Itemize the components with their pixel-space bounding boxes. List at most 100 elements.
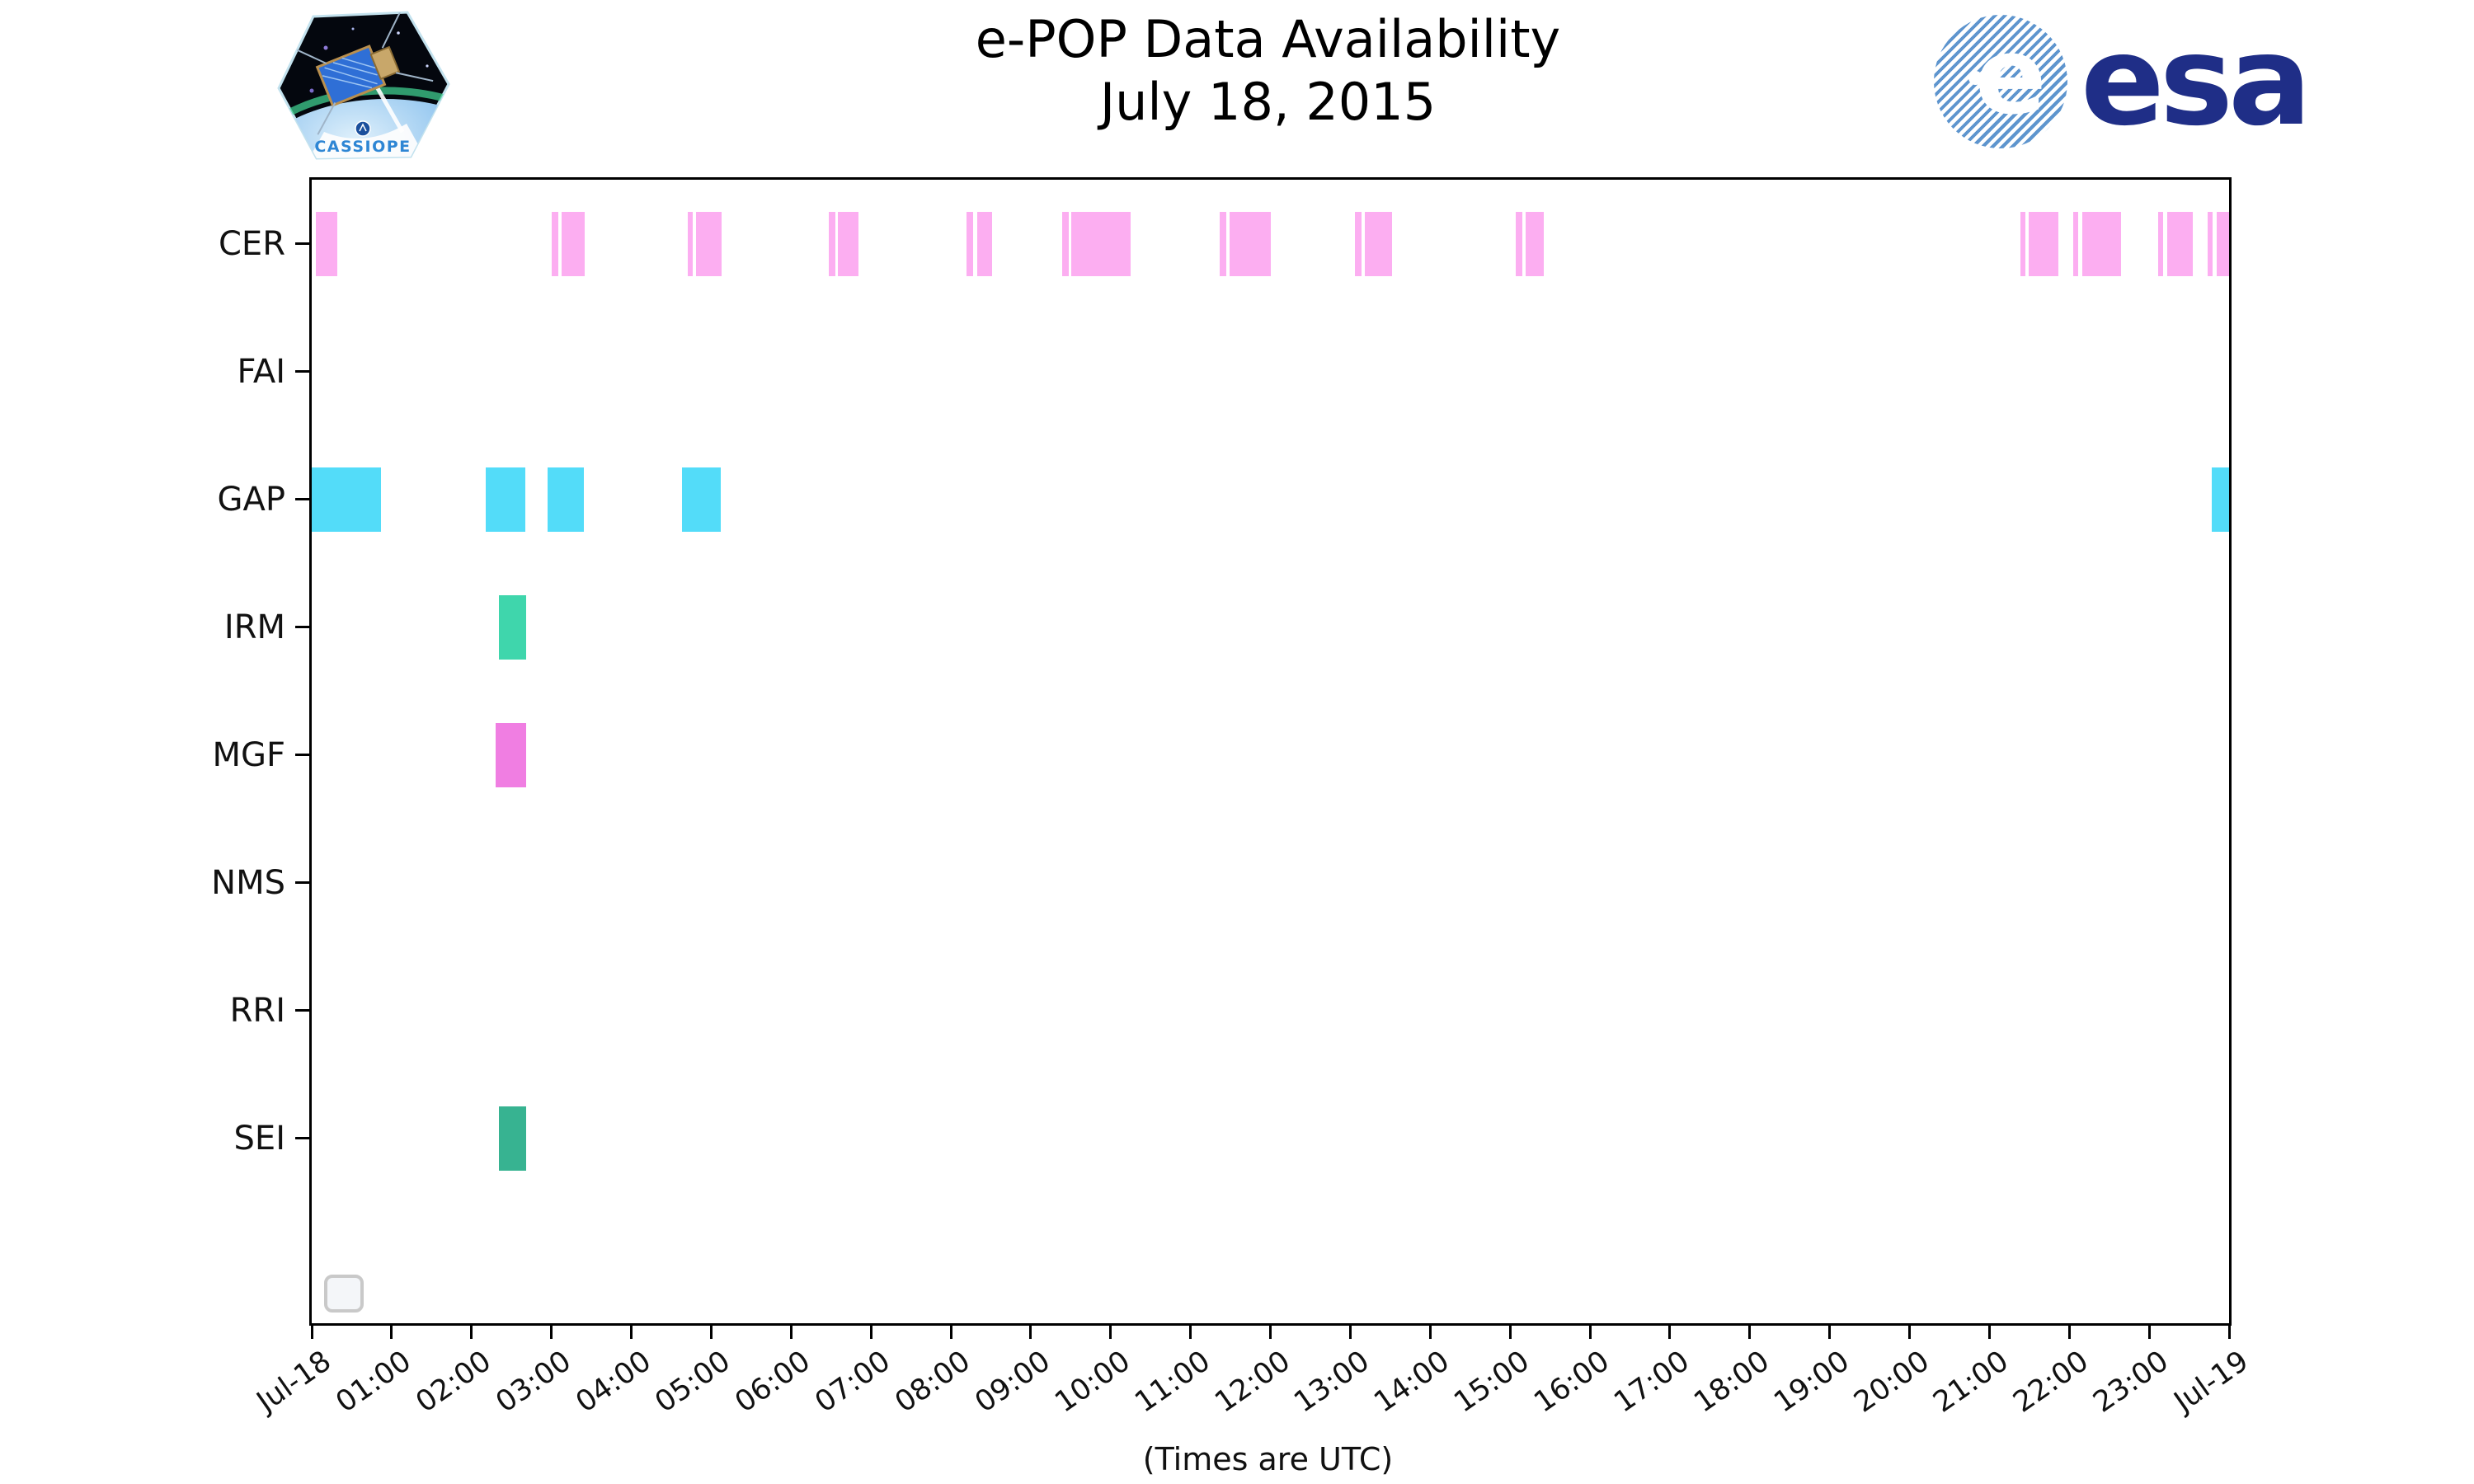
agency-roundel xyxy=(355,120,371,137)
y-tick-label-gap: GAP xyxy=(217,481,285,519)
x-tick-label-text: 03:00 xyxy=(489,1345,577,1420)
x-tick-label-text: 18:00 xyxy=(1688,1345,1776,1420)
x-tick-label-text: 09:00 xyxy=(969,1345,1056,1420)
x-tick-mark xyxy=(1668,1326,1672,1339)
availability-bar-cer xyxy=(2028,212,2058,276)
esa-wordmark: esa xyxy=(2081,10,2312,153)
y-tick-label-fai: FAI xyxy=(237,353,286,391)
x-tick-mark xyxy=(1029,1326,1032,1339)
availability-bar-cer xyxy=(2167,212,2194,276)
availability-bar-cer xyxy=(828,212,835,276)
esa-globe-icon: e xyxy=(1934,15,2067,148)
availability-bar-cer xyxy=(838,212,858,276)
chart-title-line1: e-POP Data Availability xyxy=(975,9,1561,69)
x-tick-label-text: 13:00 xyxy=(1288,1345,1376,1420)
y-tick-mark xyxy=(295,1009,309,1012)
availability-bar-irm xyxy=(498,595,526,660)
y-tick-label-mgf: MGF xyxy=(212,736,285,774)
x-tick-mark xyxy=(310,1326,313,1339)
x-tick-mark xyxy=(470,1326,473,1339)
availability-bar-gap xyxy=(547,467,585,532)
availability-bar-cer xyxy=(976,212,993,276)
x-tick-label-text: 11:00 xyxy=(1128,1345,1216,1420)
y-tick-label-cer: CER xyxy=(219,225,285,263)
y-tick-mark xyxy=(295,626,309,628)
availability-bar-mgf xyxy=(495,723,526,787)
plot-area: CER FAI GAP IRM MGF NMS RRI SEI Jul-18 01:00 02:00… xyxy=(211,177,2255,1420)
x-tick-label-text: 05:00 xyxy=(649,1345,737,1420)
x-tick-label-text: 21:00 xyxy=(1927,1345,2015,1420)
x-tick-mark xyxy=(390,1326,393,1339)
availability-bar-cer xyxy=(2157,212,2163,276)
x-tick-mark xyxy=(1908,1326,1911,1339)
y-tick-mark xyxy=(295,498,309,500)
x-tick-label-text: Jul-18 xyxy=(251,1345,337,1419)
x-tick-mark xyxy=(1269,1326,1272,1339)
esa-e-glyph: e xyxy=(1974,15,2047,139)
x-tick-label-text: 15:00 xyxy=(1448,1345,1536,1420)
x-tick-label-text: 23:00 xyxy=(2087,1345,2175,1420)
beam xyxy=(373,82,405,134)
cassiope-mission-patch: CASSIOPE xyxy=(277,11,450,160)
availability-bar-cer xyxy=(1364,212,1392,276)
availability-bar-gap xyxy=(2211,467,2229,532)
x-tick-mark xyxy=(1748,1326,1752,1339)
x-tick-mark xyxy=(1508,1326,1512,1339)
availability-bar-cer xyxy=(2207,212,2213,276)
x-tick-mark xyxy=(1428,1326,1432,1339)
availability-bar-gap xyxy=(312,467,382,532)
availability-bar-cer xyxy=(1219,212,1227,276)
x-tick-label-text: 22:00 xyxy=(2007,1345,2095,1420)
chart-title: e-POP Data Availability July 18, 2015 xyxy=(309,8,2227,133)
availability-bar-cer xyxy=(1071,212,1131,276)
chart-title-line2: July 18, 2015 xyxy=(1099,71,1437,132)
x-tick-mark xyxy=(1987,1326,1991,1339)
x-tick-label-text: 07:00 xyxy=(809,1345,897,1420)
y-tick-mark xyxy=(295,881,309,884)
y-tick-mark xyxy=(295,242,309,245)
availability-bar-cer xyxy=(315,212,337,276)
esa-logo: e esa xyxy=(1934,10,2312,158)
x-axis-caption: (Times are UTC) xyxy=(1142,1441,1394,1477)
y-tick-mark xyxy=(295,754,309,756)
x-tick-mark xyxy=(2147,1326,2151,1339)
y-tick-mark xyxy=(295,370,309,373)
x-tick-mark xyxy=(949,1326,952,1339)
y-tick-label-rri: RRI xyxy=(229,992,285,1030)
availability-bar-cer xyxy=(967,212,974,276)
availability-bar-sei xyxy=(498,1106,526,1171)
satellite xyxy=(290,12,434,135)
availability-bar-cer xyxy=(562,212,586,276)
x-tick-label-text: 08:00 xyxy=(889,1345,976,1420)
availability-bar-cer xyxy=(2081,212,2122,276)
y-tick-label-nms: NMS xyxy=(211,864,285,902)
x-tick-label-text: 01:00 xyxy=(330,1345,417,1420)
x-tick-mark xyxy=(2227,1326,2231,1339)
x-tick-label-text: 04:00 xyxy=(569,1345,657,1420)
x-tick-label-text: 19:00 xyxy=(1767,1345,1856,1420)
availability-bar-cer xyxy=(695,212,722,276)
availability-bar-gap xyxy=(486,467,525,532)
x-tick-mark xyxy=(789,1326,793,1339)
availability-bar-cer xyxy=(1230,212,1272,276)
x-tick-label-text: 10:00 xyxy=(1049,1345,1136,1420)
y-tick-mark xyxy=(295,1137,309,1139)
y-tick-label-irm: IRM xyxy=(223,608,285,646)
x-tick-label-text: 06:00 xyxy=(729,1345,817,1420)
x-tick-mark xyxy=(630,1326,633,1339)
x-tick-mark xyxy=(2067,1326,2071,1339)
x-tick-label-text: Jul-19 xyxy=(2168,1345,2255,1419)
availability-bar-cer xyxy=(1355,212,1362,276)
cassiope-label: CASSIOPE xyxy=(314,138,411,156)
x-tick-label-text: 02:00 xyxy=(410,1345,497,1420)
x-tick-label-text: 12:00 xyxy=(1208,1345,1296,1420)
availability-bar-gap xyxy=(681,467,721,532)
esa-star-dot xyxy=(1968,71,1983,86)
aurora-arc xyxy=(279,87,449,158)
availability-bar-cer xyxy=(2073,212,2078,276)
availability-bar-cer xyxy=(2020,212,2025,276)
availability-bar-cer xyxy=(688,212,694,276)
x-tick-mark xyxy=(1588,1326,1592,1339)
availability-bar-cer xyxy=(2216,212,2229,276)
